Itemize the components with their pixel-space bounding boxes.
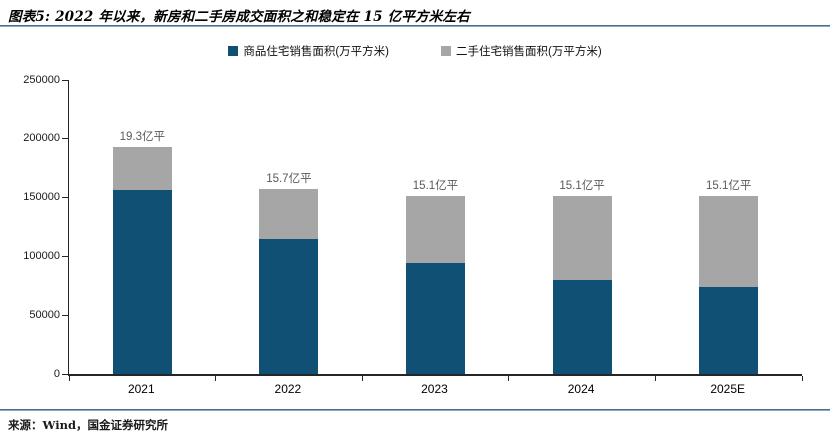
bar-total-label-2025E: 15.1亿平 bbox=[705, 180, 752, 193]
legend-item-secondhand-sales: 二手住宅销售面积(万平方米) bbox=[441, 43, 602, 59]
bar-segment-secondhand-2024 bbox=[552, 196, 612, 281]
y-tick-mark bbox=[62, 197, 68, 199]
y-tick-mark bbox=[62, 138, 68, 140]
bar-total-label-2022: 15.7亿平 bbox=[266, 173, 312, 186]
legend-swatch-new-home-icon bbox=[228, 46, 239, 56]
x-tick-mark bbox=[361, 376, 363, 381]
y-tick-label: 200000 bbox=[23, 132, 60, 145]
bar-segment-secondhand-2023 bbox=[405, 196, 465, 263]
bar-total-label-2023: 15.1亿平 bbox=[412, 180, 459, 193]
y-axis-labels: 0 50000 100000 150000 200000 250000 bbox=[0, 74, 60, 380]
y-tick-label: 100000 bbox=[23, 249, 60, 262]
plot-bars: 19.3亿平 15.7亿平 15.1亿平 15.1亿平 15.1亿平 bbox=[69, 80, 802, 374]
bar-category-2022: 15.7亿平 bbox=[216, 80, 363, 374]
source-note: 来源：Wind，国金证券研究所 bbox=[8, 418, 168, 432]
bar-total-label-2021: 19.3亿平 bbox=[119, 131, 165, 144]
y-tick-label: 0 bbox=[53, 367, 60, 380]
bar-category-2021: 19.3亿平 bbox=[69, 80, 216, 374]
legend-label-secondhand: 二手住宅销售面积(万平方米) bbox=[456, 46, 602, 58]
x-axis-label-2025E: 2025E bbox=[710, 382, 746, 396]
legend-swatch-secondhand-icon bbox=[441, 46, 451, 56]
x-tick-mark bbox=[508, 376, 510, 381]
bar-total-label-2024: 15.1亿平 bbox=[559, 180, 605, 193]
bar-stack-2022: 15.7亿平 bbox=[259, 173, 319, 374]
bar-stack-2021: 19.3亿平 bbox=[112, 131, 172, 374]
bar-stack-2024: 15.1亿平 bbox=[552, 180, 612, 374]
bar-stack-2025E: 15.1亿平 bbox=[699, 180, 759, 374]
bar-segment-secondhand-2021 bbox=[112, 147, 172, 190]
y-tick-label: 50000 bbox=[29, 308, 60, 321]
bar-stack-2023: 15.1亿平 bbox=[405, 180, 465, 374]
plot-area: 19.3亿平 15.7亿平 15.1亿平 15.1亿平 15.1亿平 bbox=[62, 79, 803, 381]
x-axis-label-2023: 2023 bbox=[421, 382, 448, 396]
bar-segment-new-home-2022 bbox=[259, 239, 319, 374]
x-axis-label-2021: 2021 bbox=[127, 382, 155, 396]
y-tick-label: 150000 bbox=[23, 191, 60, 204]
y-tick-mark bbox=[62, 255, 68, 257]
bar-segment-new-home-2021 bbox=[112, 189, 172, 374]
bar-segment-secondhand-2025E bbox=[699, 196, 759, 287]
x-tick-mark bbox=[654, 376, 656, 381]
bar-category-2025E: 15.1亿平 bbox=[655, 80, 802, 374]
bar-category-2024: 15.1亿平 bbox=[509, 80, 656, 374]
chart-legend: 商品住宅销售面积(万平方米) 二手住宅销售面积(万平方米) bbox=[0, 43, 830, 59]
legend-item-new-home-sales: 商品住宅销售面积(万平方米) bbox=[228, 43, 389, 59]
y-tick-mark bbox=[62, 79, 68, 81]
x-axis-label-2022: 2022 bbox=[274, 382, 302, 396]
y-tick-mark bbox=[62, 314, 68, 316]
footer-divider-line bbox=[0, 409, 830, 411]
y-tick-label: 250000 bbox=[23, 73, 60, 86]
x-axis-label-2024: 2024 bbox=[567, 382, 595, 396]
title-divider-line bbox=[0, 25, 830, 27]
bar-segment-new-home-2025E bbox=[699, 286, 759, 374]
legend-label-new-home: 商品住宅销售面积(万平方米) bbox=[243, 46, 389, 58]
bar-segment-new-home-2023 bbox=[405, 262, 465, 374]
bar-segment-secondhand-2022 bbox=[259, 189, 319, 240]
x-tick-mark bbox=[68, 376, 70, 381]
bar-segment-new-home-2024 bbox=[552, 280, 612, 374]
figure-title: 图表5: 2022 年以来，新房和二手房成交面积之和稳定在 15 亿平方米左右 bbox=[8, 9, 470, 25]
x-tick-mark bbox=[215, 376, 217, 381]
x-tick-mark bbox=[801, 376, 803, 381]
y-tick-mark bbox=[62, 373, 68, 375]
bar-category-2023: 15.1亿平 bbox=[362, 80, 509, 374]
x-axis-labels: 2021 2022 2023 2024 2025E bbox=[68, 382, 801, 396]
